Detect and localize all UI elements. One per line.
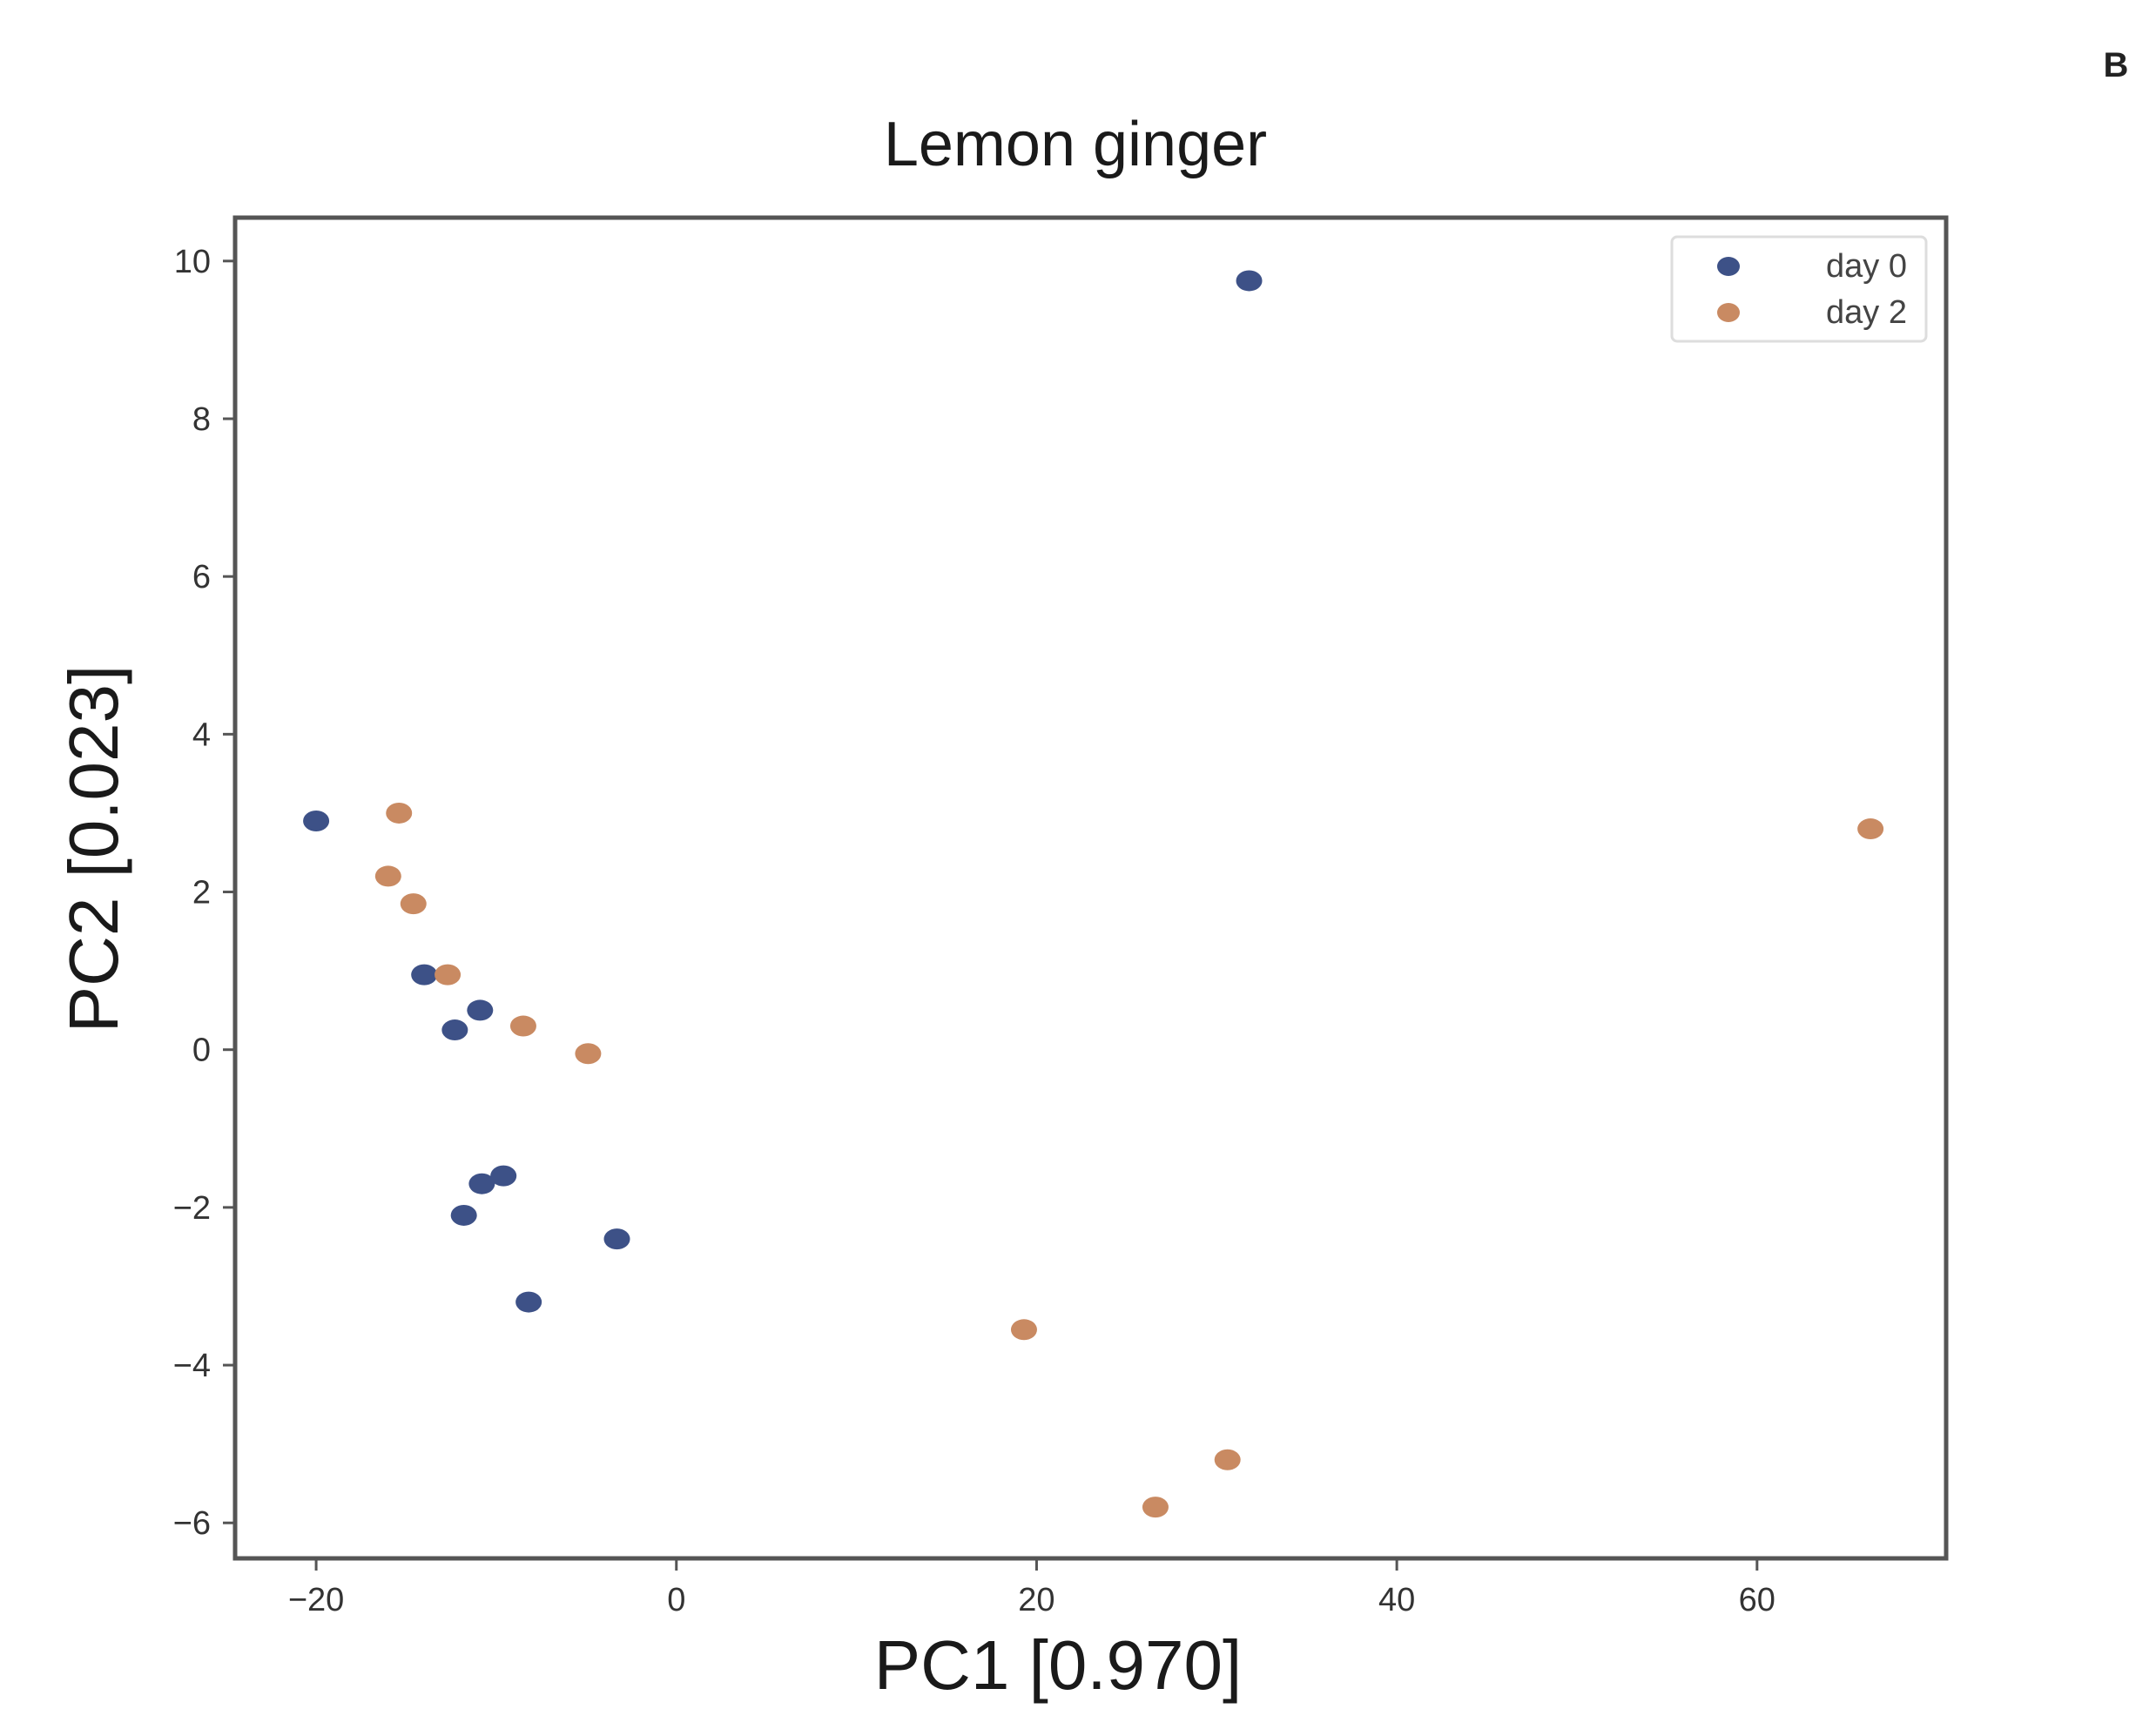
point-day-0 xyxy=(603,1228,630,1250)
point-day-2 xyxy=(1214,1449,1241,1470)
point-day-0 xyxy=(490,1165,517,1187)
point-day-0 xyxy=(450,1204,477,1226)
x-tick-label: 0 xyxy=(667,1582,685,1618)
point-day-0 xyxy=(467,999,494,1021)
y-tick-label: 4 xyxy=(192,716,211,753)
y-tick-label: −2 xyxy=(173,1190,211,1227)
y-tick-label: 8 xyxy=(192,401,211,438)
point-day-0 xyxy=(303,811,330,831)
legend-marker-day-0 xyxy=(1717,257,1740,276)
plot-area xyxy=(232,215,1949,1561)
legend-marker-day-2 xyxy=(1717,303,1740,322)
y-tick-label: 2 xyxy=(192,875,211,912)
y-tick-label: −6 xyxy=(173,1505,211,1542)
x-axis-title: PC1 [0.970] xyxy=(874,1626,1243,1704)
x-tick-label: 60 xyxy=(1739,1582,1775,1618)
point-day-2 xyxy=(1857,818,1884,840)
panel-label: B xyxy=(2104,46,2129,84)
y-tick-label: 0 xyxy=(192,1033,211,1069)
point-day-0 xyxy=(515,1291,542,1313)
point-day-2 xyxy=(374,865,401,887)
chart-title: Lemon ginger xyxy=(884,110,1267,179)
legend-label-day-2: day 2 xyxy=(1826,294,1907,331)
point-day-0 xyxy=(441,1019,468,1041)
data-points xyxy=(303,270,1884,1518)
x-tick-label: 40 xyxy=(1378,1582,1415,1618)
y-axis: −6 −4 −2 0 2 4 6 8 10 xyxy=(173,244,235,1542)
point-day-0 xyxy=(411,964,438,986)
x-tick-label: 20 xyxy=(1018,1582,1054,1618)
point-day-0 xyxy=(468,1173,495,1194)
point-day-2 xyxy=(575,1043,602,1065)
y-tick-label: −4 xyxy=(173,1348,211,1384)
point-day-0 xyxy=(1236,270,1263,292)
point-day-2 xyxy=(435,964,462,986)
y-tick-label: 6 xyxy=(192,559,211,595)
x-axis: −20 0 20 40 60 xyxy=(288,1558,1775,1618)
y-axis-title: PC2 [0.023] xyxy=(55,665,132,1033)
legend-label-day-0: day 0 xyxy=(1826,248,1907,285)
point-day-2 xyxy=(400,893,427,915)
y-tick-label: 10 xyxy=(174,244,211,280)
point-day-2 xyxy=(386,802,413,824)
point-day-2 xyxy=(1142,1497,1169,1518)
legend: day 0 day 2 xyxy=(1670,235,1928,343)
point-day-2 xyxy=(509,1015,536,1037)
x-tick-label: −20 xyxy=(288,1582,344,1618)
point-day-2 xyxy=(1010,1319,1037,1341)
